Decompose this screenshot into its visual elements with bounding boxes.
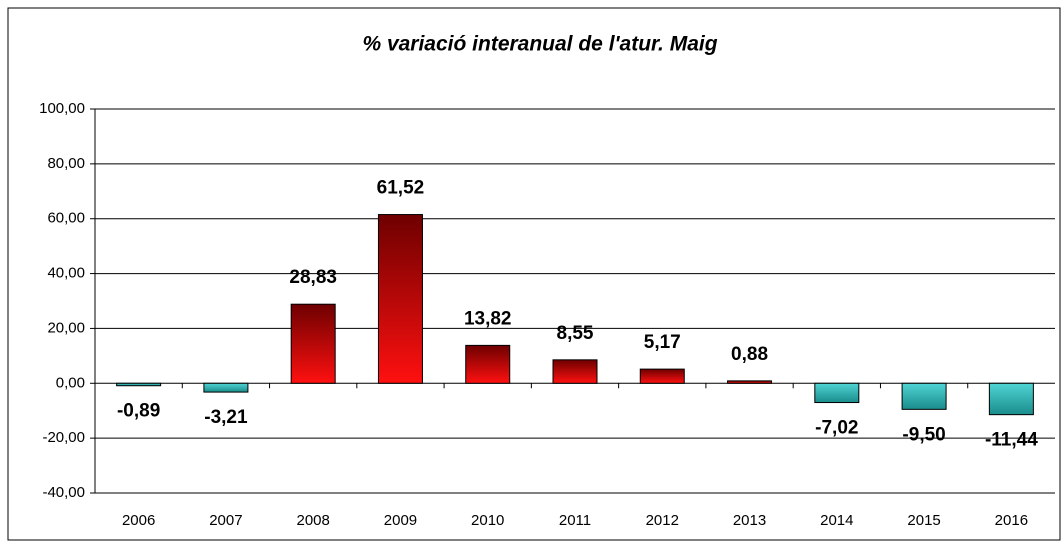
- bar: [901, 382, 947, 410]
- bar: [727, 380, 773, 384]
- value-label: -7,02: [815, 418, 858, 439]
- x-tick-label: 2015: [907, 512, 940, 529]
- x-tick-label: 2008: [296, 512, 329, 529]
- x-tick-label: 2011: [559, 512, 591, 529]
- bar: [377, 214, 423, 384]
- y-tick-label: 40,00: [47, 265, 85, 282]
- value-label: -3,21: [204, 407, 248, 428]
- bar: [203, 382, 249, 393]
- x-tick-label: 2014: [820, 512, 853, 529]
- y-tick-label: 60,00: [47, 210, 85, 227]
- bar: [814, 382, 860, 404]
- y-tick-label: 80,00: [47, 155, 85, 172]
- value-label: 0,88: [731, 344, 768, 365]
- value-label: 28,83: [289, 267, 337, 288]
- x-tick-label: 2007: [209, 512, 242, 529]
- x-tick-label: 2009: [384, 512, 417, 529]
- bar: [552, 359, 598, 384]
- bar: [639, 368, 685, 384]
- y-tick-label: -40,00: [42, 484, 85, 501]
- value-label: 13,82: [464, 308, 512, 329]
- value-label: 5,17: [644, 332, 681, 353]
- value-label: 8,55: [557, 323, 594, 344]
- y-tick-label: 20,00: [47, 319, 85, 336]
- bar: [465, 344, 511, 384]
- value-label: 61,52: [377, 178, 425, 199]
- chart-title: % variació interanual de l'atur. Maig: [362, 33, 717, 56]
- bar: [290, 303, 336, 384]
- y-tick-label: 0,00: [56, 374, 85, 391]
- x-tick-label: 2012: [646, 512, 679, 529]
- value-label: -0,89: [117, 401, 160, 422]
- x-tick-label: 2013: [733, 512, 766, 529]
- y-tick-label: 100,00: [39, 100, 85, 117]
- bar: [988, 382, 1034, 416]
- y-tick-label: -20,00: [42, 429, 85, 446]
- x-tick-label: 2010: [471, 512, 504, 529]
- value-label: -11,44: [985, 430, 1038, 451]
- bar: [116, 382, 162, 387]
- x-tick-label: 2006: [122, 512, 155, 529]
- x-tick-label: 2016: [995, 512, 1028, 529]
- value-label: -9,50: [902, 424, 945, 445]
